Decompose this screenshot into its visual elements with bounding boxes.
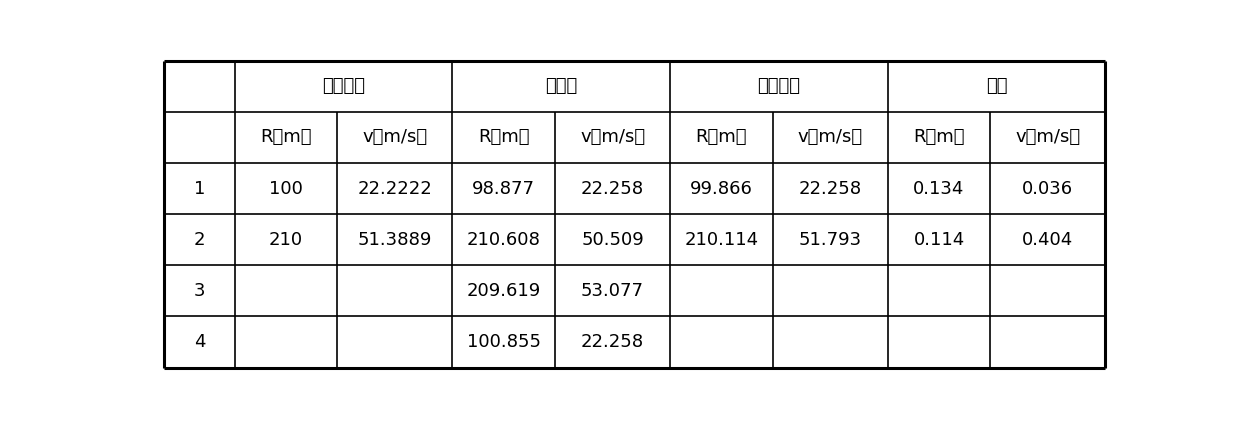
Text: 精度: 精度 bbox=[986, 77, 1007, 95]
Text: 100.855: 100.855 bbox=[467, 333, 540, 351]
Text: R（m）: R（m） bbox=[478, 128, 529, 146]
Text: 210.608: 210.608 bbox=[467, 231, 540, 249]
Text: 210: 210 bbox=[269, 231, 304, 249]
Text: 51.793: 51.793 bbox=[799, 231, 862, 249]
Text: 0.036: 0.036 bbox=[1022, 179, 1073, 198]
Text: 0.404: 0.404 bbox=[1022, 231, 1073, 249]
Text: 98.877: 98.877 bbox=[472, 179, 535, 198]
Text: R（m）: R（m） bbox=[695, 128, 747, 146]
Text: v（m/s）: v（m/s） bbox=[362, 128, 427, 146]
Text: v（m/s）: v（m/s） bbox=[580, 128, 646, 146]
Text: 3: 3 bbox=[193, 282, 206, 300]
Text: R（m）: R（m） bbox=[913, 128, 965, 146]
Text: 50.509: 50.509 bbox=[581, 231, 644, 249]
Text: 210.114: 210.114 bbox=[684, 231, 758, 249]
Text: 4: 4 bbox=[193, 333, 206, 351]
Text: 目标真値: 目标真値 bbox=[322, 77, 366, 95]
Text: 209.619: 209.619 bbox=[467, 282, 540, 300]
Text: 0.134: 0.134 bbox=[913, 179, 965, 198]
Text: 输出结果: 输出结果 bbox=[757, 77, 800, 95]
Text: 53.077: 53.077 bbox=[581, 282, 644, 300]
Text: 测量値: 测量値 bbox=[545, 77, 577, 95]
Text: 51.3889: 51.3889 bbox=[358, 231, 432, 249]
Text: 2: 2 bbox=[193, 231, 206, 249]
Text: 1: 1 bbox=[195, 179, 206, 198]
Text: 22.258: 22.258 bbox=[581, 179, 644, 198]
Text: 99.866: 99.866 bbox=[690, 179, 753, 198]
Text: 22.258: 22.258 bbox=[581, 333, 644, 351]
Text: 22.258: 22.258 bbox=[799, 179, 862, 198]
Text: 100: 100 bbox=[269, 179, 304, 198]
Text: v（m/s）: v（m/s） bbox=[1015, 128, 1080, 146]
Text: 0.114: 0.114 bbox=[913, 231, 965, 249]
Text: v（m/s）: v（m/s） bbox=[798, 128, 862, 146]
Text: R（m）: R（m） bbox=[260, 128, 312, 146]
Text: 22.2222: 22.2222 bbox=[358, 179, 432, 198]
